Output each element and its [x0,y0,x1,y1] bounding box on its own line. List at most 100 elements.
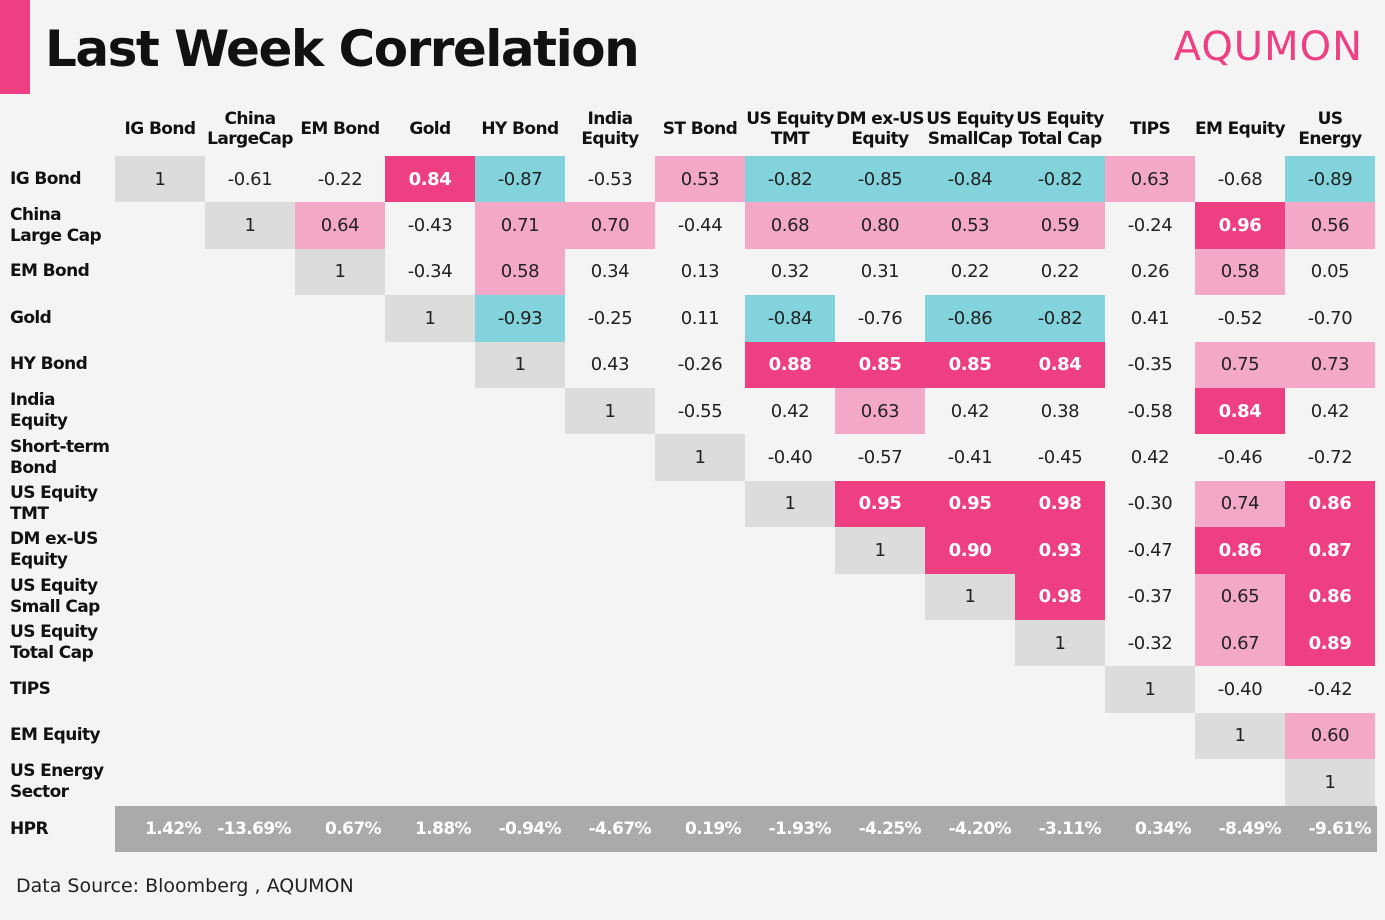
correlation-cell-r2-c8: 0.31 [860,261,900,283]
row-header-short-term-bond: Short-term Bond [10,436,110,478]
correlation-cell-r1-c13: 0.56 [1285,202,1375,249]
correlation-cell-r4-c7: 0.88 [745,341,835,388]
correlation-cell-r6-c8: -0.57 [857,447,903,469]
correlation-cell-r3-c8: -0.76 [857,307,903,329]
title-accent-bar [0,0,30,94]
correlation-cell-r2-c2: 1 [295,248,385,296]
correlation-cell-r8-c8: 1 [835,527,925,574]
correlation-cell-r10-c13: 0.89 [1285,620,1375,667]
correlation-cell-r8-c11: -0.47 [1127,539,1173,561]
correlation-cell-r0-c9: -0.84 [925,156,1015,203]
correlation-cell-r9-c9: 1 [925,573,1015,620]
correlation-cell-r4-c5: 0.43 [590,354,630,376]
column-header-em-bond: EM Bond [300,119,380,139]
correlation-cell-r1-c6: -0.44 [677,215,723,237]
correlation-cell-r7-c12: 0.74 [1195,480,1285,528]
correlation-cell-r6-c13: -0.72 [1307,447,1353,469]
correlation-cell-r2-c9: 0.22 [950,261,990,283]
row-header-dm-ex-us-equity: DM ex-US Equity [10,529,98,571]
row-header-gold: Gold [10,307,52,328]
correlation-cell-r10-c10: 1 [1015,620,1105,667]
correlation-cell-r4-c4: 1 [475,341,565,388]
correlation-cell-r3-c12: -0.52 [1217,307,1263,329]
column-header-hy-bond: HY Bond [481,119,559,139]
column-header-us-equity-total-cap: US Equity Total Cap [1016,109,1104,149]
hpr-value-us-equity-tmt: -1.93% [768,819,832,839]
hpr-band [115,806,1377,852]
correlation-cell-r2-c5: 0.34 [590,261,630,283]
correlation-cell-r5-c13: 0.42 [1310,400,1350,422]
brand-logo: AQUMON [1173,24,1363,70]
correlation-cell-r5-c8: 0.63 [835,388,925,435]
column-header-st-bond: ST Bond [662,119,738,139]
correlation-cell-r13-c13: 1 [1285,759,1375,806]
correlation-cell-r0-c13: -0.89 [1285,156,1375,203]
correlation-cell-r5-c12: 0.84 [1195,388,1285,435]
correlation-cell-r7-c7: 1 [745,480,835,528]
correlation-cell-r4-c11: -0.35 [1127,354,1173,376]
correlation-cell-r7-c9: 0.95 [925,480,1015,528]
correlation-cell-r1-c1: 1 [205,202,295,249]
row-header-us-equity-total-cap: US Equity Total Cap [10,622,98,664]
row-header-em-bond: EM Bond [10,261,90,282]
correlation-cell-r0-c4: -0.87 [475,156,565,203]
correlation-cell-r5-c11: -0.58 [1127,400,1173,422]
correlation-cell-r0-c8: -0.85 [835,156,925,203]
correlation-cell-r3-c4: -0.93 [475,295,565,342]
correlation-cell-r0-c10: -0.82 [1015,156,1105,203]
row-header-us-energy-sector: US Energy Sector [10,761,104,803]
row-header-hy-bond: HY Bond [10,354,88,375]
correlation-cell-r5-c10: 0.38 [1040,400,1080,422]
correlation-cell-r1-c10: 0.59 [1015,202,1105,249]
correlation-cell-r7-c13: 0.86 [1285,480,1375,528]
correlation-cell-r9-c11: -0.37 [1127,586,1173,608]
correlation-cell-r12-c13: 0.60 [1285,712,1375,760]
hpr-value-dm-ex-us-equity: -4.25% [858,819,922,839]
hpr-value-em-bond: 0.67% [325,819,382,839]
correlation-cell-r2-c3: -0.34 [407,261,453,283]
correlation-cell-r4-c12: 0.75 [1195,341,1285,388]
column-header-gold: Gold [409,119,451,139]
correlation-cell-r3-c10: -0.82 [1015,295,1105,342]
hpr-value-us-equity-total-cap: -3.11% [1038,819,1102,839]
correlation-cell-r0-c12: -0.68 [1217,168,1263,190]
correlation-cell-r8-c12: 0.86 [1195,527,1285,574]
correlation-cell-r8-c9: 0.90 [925,527,1015,574]
correlation-cell-r6-c6: 1 [655,434,745,481]
hpr-value-tips: 0.34% [1135,819,1192,839]
correlation-cell-r3-c13: -0.70 [1307,307,1353,329]
correlation-cell-r3-c7: -0.84 [745,295,835,342]
hpr-value-us-energy: -9.61% [1308,819,1372,839]
correlation-cell-r3-c6: 0.11 [680,307,720,329]
hpr-value-st-bond: 0.19% [685,819,742,839]
correlation-cell-r0-c7: -0.82 [745,156,835,203]
correlation-cell-r4-c8: 0.85 [835,341,925,388]
correlation-cell-r4-c10: 0.84 [1015,341,1105,388]
correlation-cell-r5-c5: 1 [565,388,655,435]
row-header-em-equity: EM Equity [10,725,101,746]
correlation-cell-r5-c9: 0.42 [950,400,990,422]
correlation-cell-r4-c6: -0.26 [677,354,723,376]
correlation-cell-r3-c9: -0.86 [925,295,1015,342]
row-header-us-equity-small-cap: US Equity Small Cap [10,575,100,617]
correlation-cell-r4-c9: 0.85 [925,341,1015,388]
correlation-cell-r11-c13: -0.42 [1307,679,1353,701]
correlation-cell-r0-c2: -0.22 [317,168,363,190]
correlation-cell-r5-c6: -0.55 [677,400,723,422]
column-header-us-energy: US Energy [1298,109,1362,149]
correlation-cell-r2-c10: 0.22 [1040,261,1080,283]
column-header-tips: TIPS [1129,119,1171,139]
correlation-cell-r2-c11: 0.26 [1130,261,1170,283]
column-header-em-equity: EM Equity [1195,119,1286,139]
correlation-cell-r0-c11: 0.63 [1105,156,1195,203]
correlation-cell-r9-c12: 0.65 [1195,573,1285,620]
correlation-cell-r3-c5: -0.25 [587,307,633,329]
correlation-cell-r0-c3: 0.84 [385,156,475,203]
correlation-cell-r1-c8: 0.80 [835,202,925,249]
correlation-cell-r0-c6: 0.53 [655,156,745,203]
correlation-cell-r9-c10: 0.98 [1015,573,1105,620]
correlation-cell-r7-c10: 0.98 [1015,480,1105,528]
correlation-cell-r2-c13: 0.05 [1310,261,1350,283]
correlation-cell-r2-c12: 0.58 [1195,248,1285,296]
